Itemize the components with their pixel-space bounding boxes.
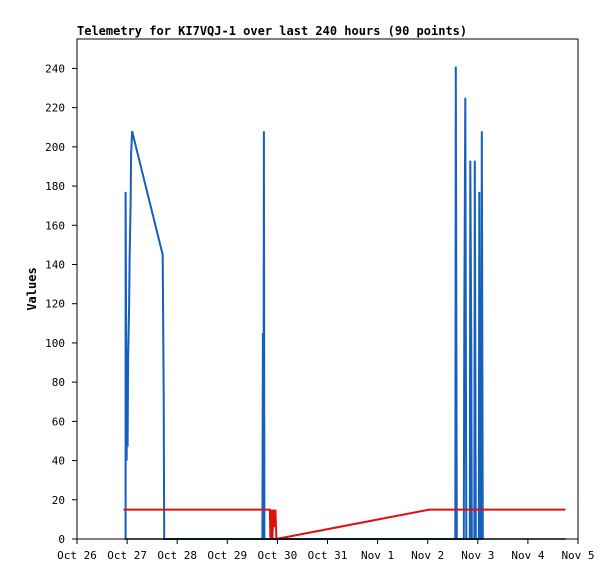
x-tick-label: Nov 3 [461,549,494,562]
x-tick-label: Nov 4 [511,549,544,562]
x-tick-label: Nov 1 [361,549,394,562]
y-tick-label: 160 [45,219,65,232]
series-layer [123,66,566,541]
y-tick-label: 100 [45,337,65,350]
x-tick-label: Nov 2 [411,549,444,562]
plot-frame [76,38,579,540]
x-tick-label: Oct 30 [258,549,298,562]
y-tick-label: 180 [45,180,65,193]
y-tick-label: 40 [52,455,65,468]
y-tick-label: 200 [45,141,65,154]
y-tick-label: 240 [45,62,65,75]
x-tick-label: Oct 29 [207,549,247,562]
chart-title: Telemetry for KI7VQJ-1 over last 240 hou… [77,24,467,38]
y-tick-label: 20 [52,494,65,507]
y-ticks: 0 20 40 60 80 100 120 140 160 180 200 220 240 [45,62,77,546]
y-tick-label: 120 [45,298,65,311]
x-tick-label: Oct 28 [157,549,197,562]
y-axis-label: Values [25,267,39,310]
y-tick-label: 80 [52,376,65,389]
x-tick-label: Oct 27 [107,549,147,562]
x-ticks: Oct 26 Oct 27 Oct 28 Oct 29 Oct 30 Oct 31 Nov … [57,539,595,562]
x-tick-label: Oct 26 [57,549,97,562]
y-tick-label: 60 [52,415,65,428]
series-line-1 [124,66,484,540]
y-tick-label: 140 [45,258,65,271]
y-tick-label: 220 [45,102,65,115]
x-tick-label: Oct 31 [308,549,348,562]
series-line-2 [123,508,566,541]
y-tick-label: 0 [58,533,65,546]
x-tick-label: Nov 5 [561,549,594,562]
